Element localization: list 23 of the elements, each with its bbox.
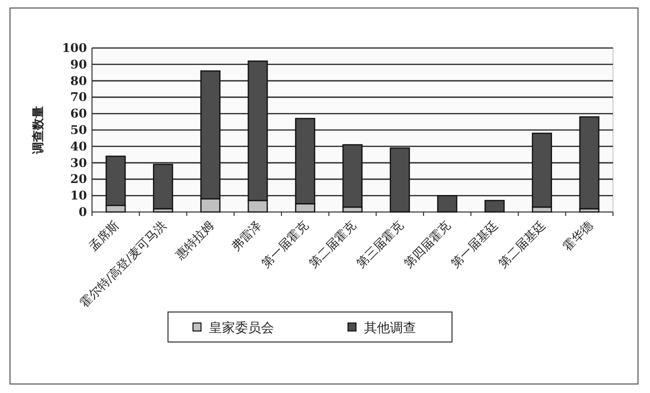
x-tick-label: 孟席斯 <box>86 218 122 254</box>
y-tick-label: 80 <box>70 74 87 88</box>
x-tick-label: 弗雷泽 <box>228 218 264 254</box>
bar <box>152 164 174 210</box>
y-tick-label: 30 <box>70 156 87 170</box>
x-tick-label: 霍华德 <box>560 218 596 254</box>
bar <box>579 116 600 210</box>
y-axis-title: 调查数量 <box>31 106 45 155</box>
y-tick-label: 90 <box>70 57 87 72</box>
y-tick-label: 60 <box>70 106 87 121</box>
legend-label: 皇家委员会 <box>209 320 274 336</box>
bar <box>437 195 458 213</box>
y-tick-label: 10 <box>70 188 87 203</box>
bar <box>484 200 505 213</box>
legend-label: 其他调查 <box>364 321 416 336</box>
bar <box>390 147 410 213</box>
x-tick-label: 惠特拉姆 <box>172 218 217 263</box>
y-tick-label: 0 <box>78 205 87 219</box>
y-tick-label: 100 <box>62 41 87 55</box>
y-tick-label: 50 <box>70 123 87 137</box>
y-tick-label: 70 <box>70 90 87 104</box>
y-tick-label: 40 <box>70 139 87 154</box>
y-tick-label: 20 <box>70 172 87 186</box>
